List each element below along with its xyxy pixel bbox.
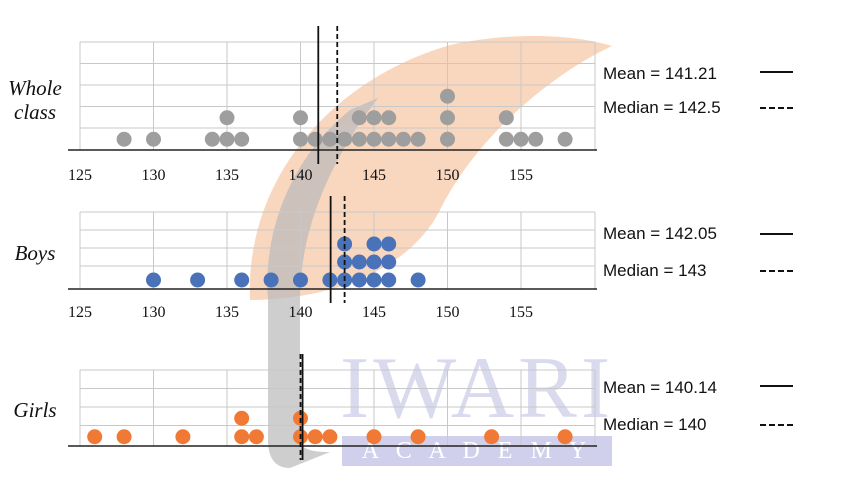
boys-mean-label: Mean = 142.05 xyxy=(603,224,717,243)
data-dot xyxy=(440,110,455,126)
tick-label: 125 xyxy=(68,304,92,321)
data-dot xyxy=(410,272,426,288)
data-dot xyxy=(366,272,382,288)
data-dot xyxy=(146,131,161,147)
data-dot xyxy=(381,131,397,147)
data-dot xyxy=(395,131,411,147)
data-dot xyxy=(381,110,397,126)
whole-class-median-label: Median = 142.5 xyxy=(603,98,721,117)
tick-label: 130 xyxy=(142,167,166,184)
mean-legend-line xyxy=(760,385,793,387)
data-dot xyxy=(234,429,250,445)
data-dot xyxy=(204,131,220,147)
data-dot xyxy=(381,272,397,288)
label-line: Whole xyxy=(8,76,62,100)
tick-label: 135 xyxy=(215,304,239,321)
data-dot xyxy=(440,88,455,104)
data-dot xyxy=(410,131,426,147)
label-line: class xyxy=(14,100,56,124)
data-dot xyxy=(263,272,279,288)
data-dot xyxy=(190,272,206,288)
tick-label: 150 xyxy=(436,167,460,184)
whole-class-dot-plot: 125 130 135 140 145 150 155 xyxy=(68,26,597,184)
data-dot xyxy=(366,131,382,147)
tick-label: 135 xyxy=(215,167,239,184)
girls-dot-plot xyxy=(68,354,597,460)
data-dot xyxy=(87,429,103,445)
data-dot xyxy=(498,110,514,126)
data-dot xyxy=(513,131,529,147)
data-dot xyxy=(219,110,235,126)
data-dot xyxy=(366,429,382,445)
data-dot xyxy=(337,131,353,147)
data-dot xyxy=(440,131,455,147)
watermark-letter-t xyxy=(267,98,378,468)
label-line: Boys xyxy=(14,241,56,265)
tick-label: 125 xyxy=(68,167,92,184)
median-legend-line xyxy=(760,424,793,426)
median-legend-line xyxy=(760,270,793,272)
mean-legend-line xyxy=(760,71,793,73)
data-dot xyxy=(219,131,235,147)
boys-median-label: Median = 143 xyxy=(603,261,707,280)
data-dot xyxy=(293,110,308,126)
data-dot xyxy=(307,429,323,445)
whole-class-mean-label: Mean = 141.21 xyxy=(603,64,717,83)
tick-label: 145 xyxy=(362,304,386,321)
data-dot xyxy=(366,236,382,252)
data-dot xyxy=(557,429,573,445)
data-dot xyxy=(175,429,191,445)
tick-label: 145 xyxy=(362,167,386,184)
data-dot xyxy=(322,429,338,445)
data-dot xyxy=(351,110,367,126)
data-dot xyxy=(146,272,161,288)
data-dot xyxy=(484,429,500,445)
data-dot xyxy=(293,272,308,288)
label-whole-class: Whole class xyxy=(0,76,70,124)
data-dot xyxy=(351,272,367,288)
tick-label: 130 xyxy=(142,304,166,321)
data-dot xyxy=(234,272,250,288)
data-dot xyxy=(293,131,308,147)
data-dot xyxy=(528,131,544,147)
data-dot xyxy=(381,236,397,252)
label-line: Girls xyxy=(13,398,57,422)
data-dot xyxy=(116,131,132,147)
data-dot xyxy=(351,254,367,270)
data-dot xyxy=(557,131,573,147)
data-dot xyxy=(498,131,514,147)
tick-label: 155 xyxy=(509,304,533,321)
data-dot xyxy=(410,429,426,445)
data-dot xyxy=(381,254,397,270)
boys-dot-plot: 125 130 135 140 145 150 155 xyxy=(68,196,597,321)
data-dot xyxy=(351,131,367,147)
tick-label: 140 xyxy=(289,167,313,184)
label-girls: Girls xyxy=(0,398,70,422)
watermark-academy: A C A D E M Y xyxy=(342,436,612,466)
data-dot xyxy=(307,131,323,147)
girls-mean-label: Mean = 140.14 xyxy=(603,378,717,397)
tick-label: 150 xyxy=(436,304,460,321)
data-dot xyxy=(234,410,250,426)
label-boys: Boys xyxy=(0,241,70,265)
data-dot xyxy=(248,429,264,445)
data-dot xyxy=(322,131,338,147)
data-dot xyxy=(366,110,382,126)
girls-median-label: Median = 140 xyxy=(603,415,707,434)
tick-label: 155 xyxy=(509,167,533,184)
median-legend-line xyxy=(760,107,793,109)
mean-legend-line xyxy=(760,233,793,235)
data-dot xyxy=(116,429,132,445)
data-dot xyxy=(366,254,382,270)
data-dot xyxy=(234,131,250,147)
tick-label: 140 xyxy=(289,304,313,321)
